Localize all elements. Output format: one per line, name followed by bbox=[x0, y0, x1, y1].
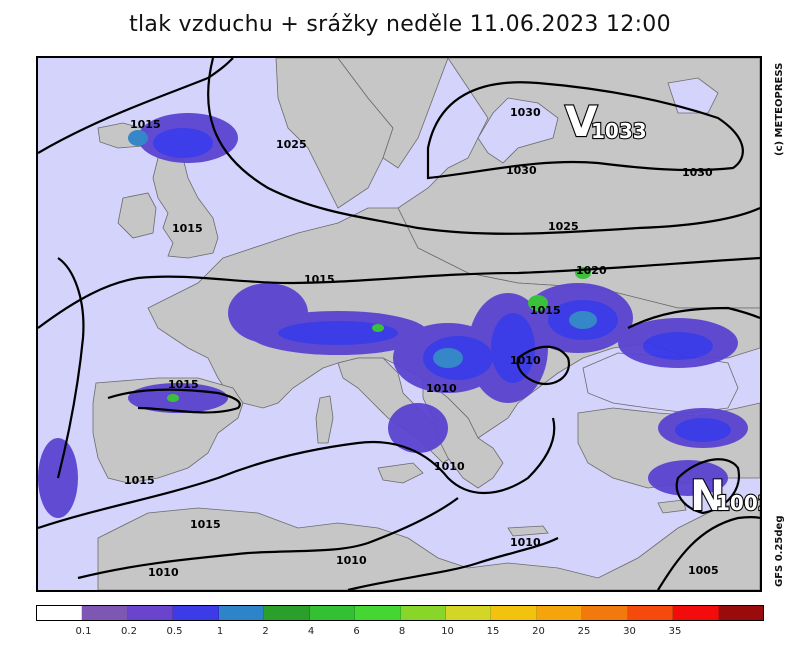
colorbar-swatch bbox=[582, 606, 628, 620]
isobar-label: 1025 bbox=[548, 220, 579, 233]
high-pressure-center: V 1033 bbox=[564, 96, 648, 147]
colorbar-label: 8 bbox=[398, 626, 406, 637]
colorbar-swatch bbox=[627, 606, 674, 620]
isobar-label: 1015 bbox=[124, 474, 155, 487]
isobar-label: 1030 bbox=[510, 106, 541, 119]
isobar-label: 1015 bbox=[172, 222, 203, 235]
land-scandinavia-north bbox=[337, 58, 449, 169]
colorbar-swatch bbox=[400, 606, 446, 620]
colorbar-swatch bbox=[127, 606, 174, 620]
colorbar-swatch bbox=[218, 606, 265, 620]
colorbar-label: 0.2 bbox=[121, 626, 137, 637]
colorbar-swatch bbox=[718, 606, 763, 620]
low-value: 1002 bbox=[716, 491, 760, 515]
isobar-label: 1010 bbox=[336, 554, 367, 567]
colorbar-swatch bbox=[491, 606, 537, 620]
low-pressure-center: N 1002 bbox=[689, 470, 760, 521]
isobar-label: 1005 bbox=[688, 564, 719, 577]
colorbar-label: 25 bbox=[577, 626, 591, 637]
colorbar-swatch bbox=[355, 606, 401, 620]
high-value: 1033 bbox=[591, 119, 647, 143]
high-letter: V bbox=[565, 97, 598, 146]
colorbar-label: 4 bbox=[307, 626, 315, 637]
land-britain bbox=[152, 157, 219, 259]
land-sicily bbox=[377, 462, 424, 484]
land-ireland bbox=[117, 192, 157, 239]
isobar-label: 1030 bbox=[506, 164, 537, 177]
colorbar-label: 1 bbox=[216, 626, 224, 637]
land-africa bbox=[97, 497, 760, 590]
isobar-label: 1010 bbox=[426, 382, 457, 395]
model-text: GFS 0.25deg bbox=[774, 515, 785, 588]
colorbar-swatch bbox=[673, 606, 719, 620]
colorbar-label: 6 bbox=[353, 626, 360, 637]
isobar-label: 1010 bbox=[434, 460, 465, 473]
isobar-label: 1020 bbox=[576, 264, 607, 277]
colorbar-swatch bbox=[264, 606, 310, 620]
colorbar-swatch bbox=[309, 606, 356, 620]
isobar-label: 1015 bbox=[130, 118, 161, 131]
isobar-label: 1030 bbox=[682, 166, 713, 179]
credit-text: (c) METEOPRESS bbox=[774, 62, 785, 156]
isobar-label: 1015 bbox=[190, 518, 221, 531]
colorbar-swatch bbox=[82, 606, 128, 620]
credit-text-container: (c) METEOPRESS bbox=[770, 58, 790, 258]
model-text-container: GFS 0.25deg bbox=[770, 505, 790, 595]
isobar-labels: 1015 1025 1030 1030 1030 1015 1025 1015 … bbox=[124, 106, 719, 579]
isobar-label: 1025 bbox=[276, 138, 307, 151]
map-title: tlak vzduchu + srážky neděle 11.06.2023 … bbox=[129, 12, 671, 37]
precipitation-colorbar bbox=[36, 605, 764, 621]
colorbar-swatch bbox=[37, 606, 83, 620]
colorbar-label: 2 bbox=[262, 626, 269, 637]
colorbar-label: 0.1 bbox=[75, 626, 92, 637]
colorbar-label: 0.5 bbox=[166, 626, 183, 637]
isobar-label: 1010 bbox=[510, 354, 541, 367]
precipitation-layer bbox=[38, 113, 748, 518]
isobar-layer bbox=[38, 58, 760, 590]
colorbar-swatch bbox=[173, 606, 219, 620]
isobar-label: 1010 bbox=[148, 566, 179, 579]
colorbar-label: 20 bbox=[532, 626, 545, 637]
land-sardinia bbox=[315, 395, 334, 444]
colorbar-swatch bbox=[445, 606, 492, 620]
land-crete bbox=[507, 525, 549, 537]
isobar-label: 1015 bbox=[530, 304, 561, 317]
isobar-label: 1015 bbox=[168, 378, 199, 391]
isobar-label: 1010 bbox=[510, 536, 541, 549]
colorbar-label: 35 bbox=[668, 626, 682, 637]
colorbar-label: 30 bbox=[623, 626, 636, 637]
low-letter: N bbox=[690, 471, 725, 520]
colorbar-swatch bbox=[536, 606, 583, 620]
land-cyprus bbox=[657, 499, 687, 514]
colorbar-label: 10 bbox=[441, 626, 454, 637]
colorbar-label: 15 bbox=[486, 626, 500, 637]
weather-map: 1015 1025 1030 1030 1030 1015 1025 1015 … bbox=[36, 56, 762, 592]
colorbar-labels: 0.1 0.2 0.5 1 2 4 6 8 10 15 20 25 30 35 bbox=[36, 626, 764, 642]
isobar-label: 1015 bbox=[304, 273, 335, 286]
